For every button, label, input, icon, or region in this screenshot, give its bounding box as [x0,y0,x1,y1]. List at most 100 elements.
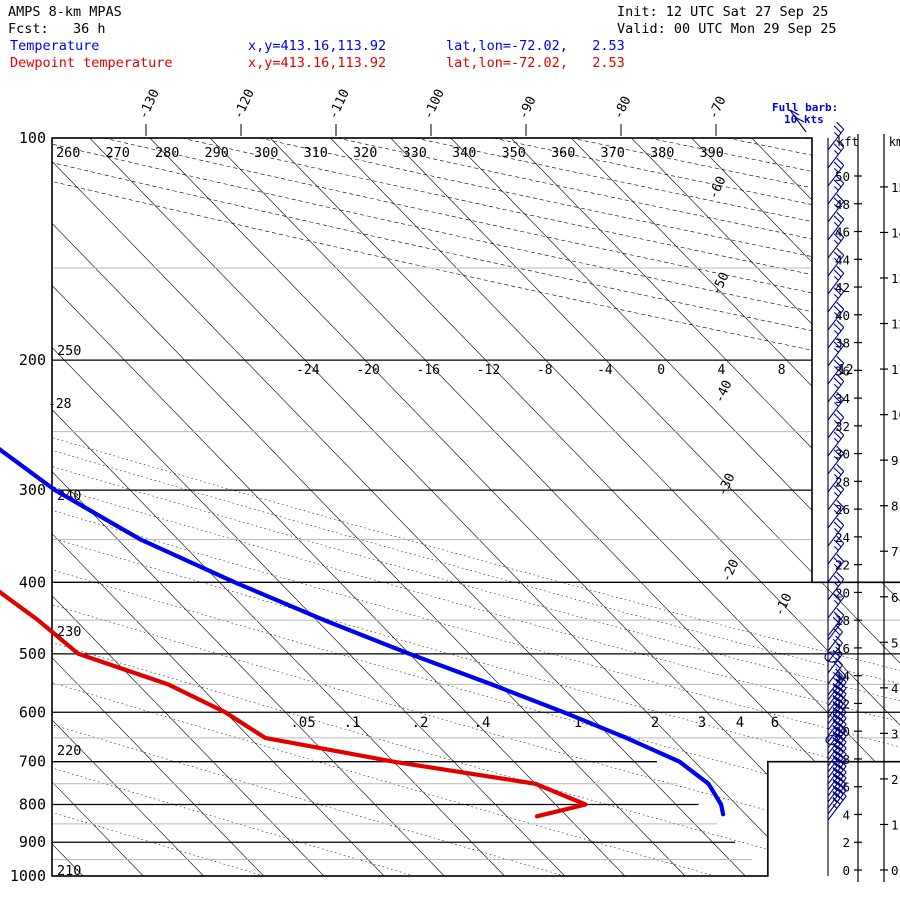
kft-tick-label: 20 [835,585,850,600]
wind-barb-half-tick [834,311,839,317]
kft-axis-title: kft [837,135,859,149]
top-isotherm-label: -80 [611,94,635,122]
isotherm-value-label: -16 [417,363,440,378]
km-tick-label: 11. [891,362,900,377]
wind-barb-tick [832,760,841,769]
km-tick-label: 4. [891,681,900,696]
isotherm-value-label: 12 [838,363,854,378]
calm-wind-circle [825,734,839,746]
wind-barb-tick [838,746,847,755]
legend-wind-barb-tick [789,109,800,116]
mixing-ratio-label: .05 [290,715,315,731]
moist-adiabat [52,138,900,876]
km-tick-label: 1. [891,817,900,832]
wind-barb-half-tick [832,773,838,779]
calm-wind-circle [824,651,840,663]
km-tick-label: 8. [891,499,900,514]
isotherm-value-label: -8 [537,363,553,378]
isotherm-line [209,138,900,876]
isotherm-value-labels: -24-20-16-12-8-40481216-28 [48,363,900,412]
kft-tick-label: 22 [835,558,850,573]
isotherm-line [52,138,264,876]
temperature-curve [0,447,726,817]
wind-barb-half-tick [832,731,838,737]
pressure-tick-label: 1000 [10,867,46,885]
isotherm-value-label: 16 [898,363,900,378]
wind-barb-tick [832,676,841,685]
wind-barb-tick [833,323,842,332]
wind-barb-half-tick [832,719,838,725]
top-isotherm-label: -120 [231,87,258,122]
wind-barb-tick [836,571,845,580]
wind-barb-tick [835,657,843,666]
wind-barb-tick [836,607,845,616]
temperature-legend-label: Temperature [10,38,100,54]
wind-barb-tick [835,613,843,622]
moist-adiabat [52,138,900,876]
moist-adiabat-grid [52,138,900,876]
wind-barb-tick [836,247,845,256]
isotherm-line [691,138,900,876]
km-tick-label: 9. [891,453,900,468]
wind-barb-tick [833,503,842,512]
moist-adiabat [52,138,900,876]
wind-barb-half-tick [832,707,838,713]
right-isotherm-label: -20 [719,557,743,585]
isotherm-line [631,138,900,876]
wind-barb-half-tick [834,383,839,389]
wind-barb-tick [832,736,841,745]
wind-barb-half-tick [832,761,838,767]
pressure-tick-label: 400 [19,573,46,591]
km-tick-label: 14. [891,225,900,240]
right-isotherm-label: -10 [772,591,796,619]
isotherm-value-label: -12 [477,363,500,378]
right-isotherm-label: -40 [712,378,736,406]
wind-barb-tick [833,575,842,584]
isotherm-line [52,138,505,876]
sounding-trace-dewpoint [0,589,588,819]
dry-adiabat [103,138,900,876]
wind-barb-half-tick [834,419,839,425]
dewpoint-legend-label: Dewpoint temperature [10,55,173,71]
isotherm-line [570,138,900,876]
wind-barb-tick [835,702,844,711]
wind-barb-tick [836,391,845,400]
wind-barb-tick [833,413,842,422]
wind-barb-tick [833,341,842,350]
wind-barb-tick [835,678,844,687]
isotherm-value-label: -20 [356,363,379,378]
km-tick-label: 13. [891,271,900,286]
top-isotherm-labels: -130 -120 -110 -100 -90 -80 -70 [136,87,730,136]
wind-barb-tick [833,251,842,260]
wind-barb-tick [836,337,845,346]
kft-tick-label: 0 [842,863,850,878]
wind-barb-half-tick [834,545,839,551]
wind-barb-tick [835,732,844,741]
isotherm-line [811,138,900,876]
wind-barb-tick [832,718,841,727]
temperature-latlon: lat,lon=-72.02, 2.53 [446,38,625,54]
kft-tick-label: 36 [835,363,850,378]
wind-barb-tick [838,716,847,725]
wind-barb-half-tick [832,683,838,689]
top-isotherm-label: -100 [421,87,448,122]
wind-barb-tick [838,752,847,761]
wind-barb-half-tick [834,221,839,227]
wind-barb-tick [838,698,847,707]
right-isotherm-labels: -60 -50 -40 -30 -20 -10 [706,174,796,619]
legend-wind-barb-tick [794,116,805,123]
km-tick-label: 15. [891,180,900,195]
wind-barb-tick [832,688,841,697]
wind-barb-half-tick [832,695,838,701]
wind-barb-half-tick [834,581,839,587]
km-tick-label: 3. [891,726,900,741]
wind-barb-tick [836,427,845,436]
kft-tick-label: 46 [835,225,850,240]
wind-barb-tick [836,355,845,364]
wind-barb-tick [833,521,842,530]
mixing-ratio-label: .1 [344,715,361,731]
mixing-ratio-label: 6 [771,715,779,731]
wind-barb-tick [836,283,845,292]
wind-barb-half-tick [834,131,839,137]
